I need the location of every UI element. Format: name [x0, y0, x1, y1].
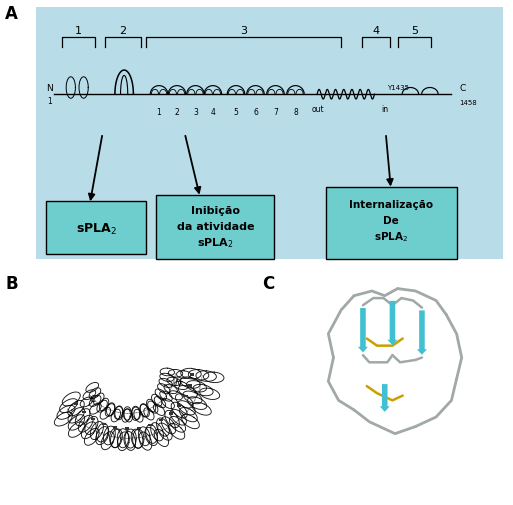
Text: C: C: [262, 275, 274, 293]
Text: da atividade: da atividade: [176, 221, 254, 231]
Polygon shape: [160, 419, 164, 422]
Text: 4: 4: [210, 108, 215, 117]
Polygon shape: [188, 384, 192, 387]
FancyBboxPatch shape: [156, 195, 274, 260]
Polygon shape: [137, 427, 141, 429]
Text: 3: 3: [193, 108, 198, 117]
Text: N: N: [175, 378, 182, 387]
Polygon shape: [190, 374, 194, 376]
Text: B: B: [5, 275, 18, 293]
FancyBboxPatch shape: [326, 187, 457, 260]
Polygon shape: [102, 423, 106, 426]
Text: A: A: [5, 6, 18, 23]
Text: in: in: [381, 105, 388, 114]
Text: 7: 7: [273, 108, 278, 117]
Text: sPLA$_2$: sPLA$_2$: [197, 235, 234, 249]
Polygon shape: [74, 402, 78, 405]
Text: Inibição: Inibição: [191, 205, 240, 215]
Text: sPLA$_2$: sPLA$_2$: [374, 230, 408, 244]
Polygon shape: [125, 428, 129, 430]
Text: Internalização: Internalização: [349, 200, 433, 210]
Text: 1: 1: [47, 97, 52, 106]
Text: 1: 1: [156, 108, 162, 117]
Polygon shape: [91, 418, 95, 420]
Text: 3: 3: [240, 26, 247, 36]
Text: 1: 1: [75, 26, 82, 36]
Polygon shape: [184, 395, 188, 397]
Text: 1458: 1458: [459, 100, 477, 106]
Text: De: De: [383, 216, 399, 226]
Text: Y1435: Y1435: [387, 85, 409, 91]
FancyBboxPatch shape: [46, 202, 146, 255]
Text: C: C: [459, 84, 465, 93]
Text: 2: 2: [120, 26, 127, 36]
Text: 4: 4: [372, 26, 379, 36]
Text: 5: 5: [411, 26, 418, 36]
FancyBboxPatch shape: [36, 8, 503, 260]
Text: 8: 8: [293, 108, 298, 117]
Text: 6: 6: [253, 108, 258, 117]
Text: out: out: [312, 105, 324, 114]
Text: 5: 5: [233, 108, 239, 117]
Text: N: N: [46, 84, 53, 93]
Text: sPLA$_2$: sPLA$_2$: [76, 221, 117, 236]
Polygon shape: [113, 426, 117, 429]
Polygon shape: [82, 411, 86, 414]
Text: C: C: [90, 394, 96, 403]
Polygon shape: [148, 424, 152, 427]
Text: 2: 2: [174, 108, 180, 117]
Polygon shape: [177, 405, 181, 407]
Polygon shape: [169, 413, 173, 415]
